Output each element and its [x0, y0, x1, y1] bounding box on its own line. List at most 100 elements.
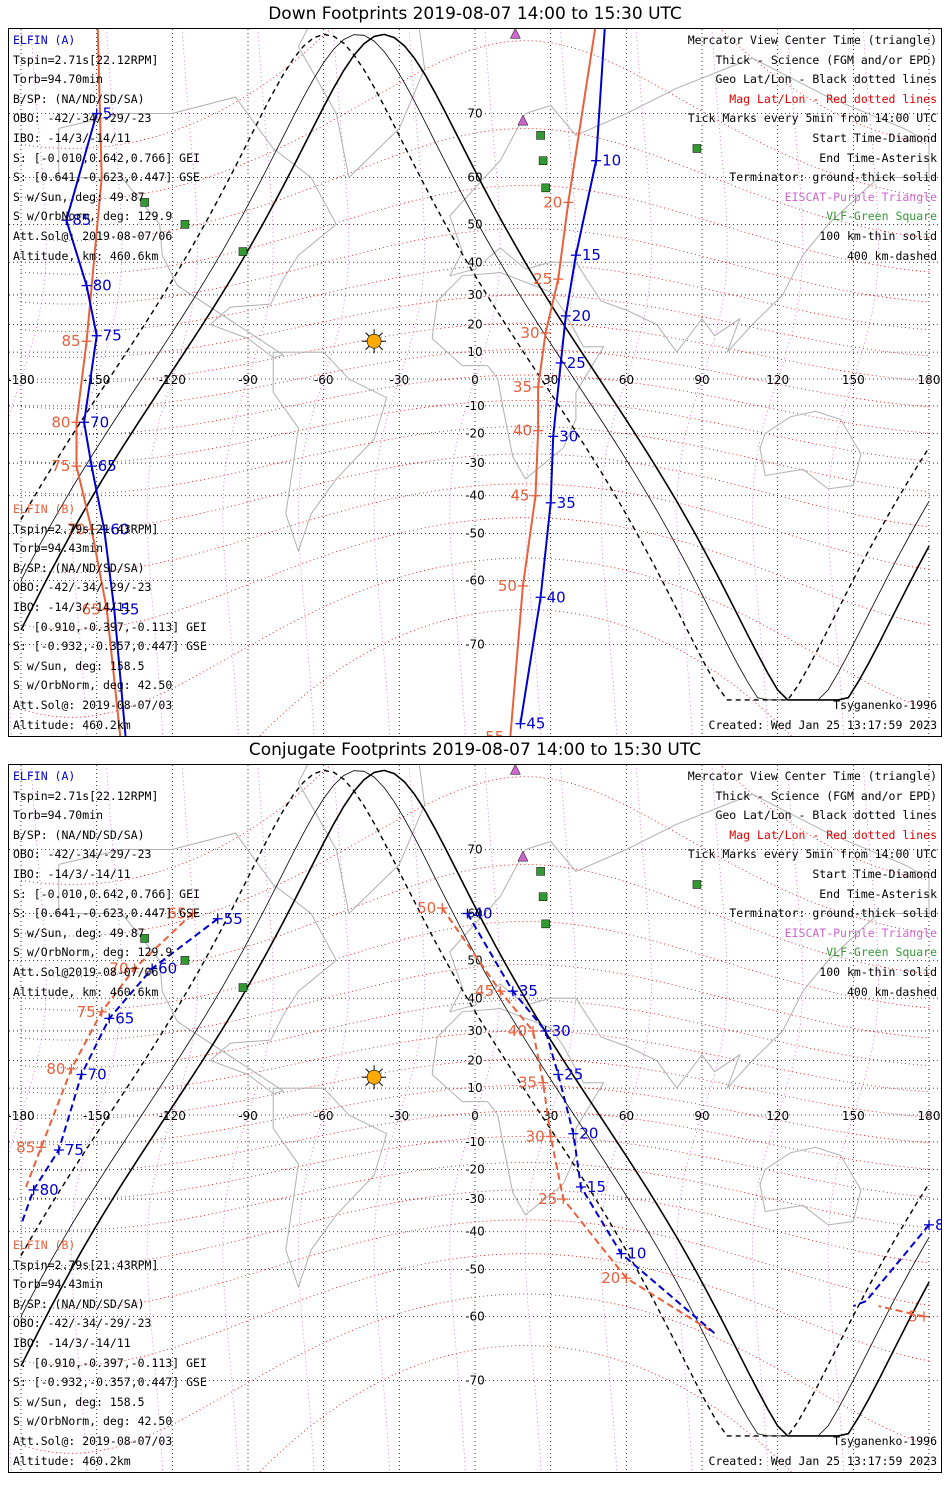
mag-parallel — [20, 40, 930, 201]
sun-ray — [378, 332, 383, 337]
track-time-label: 55 — [485, 728, 504, 736]
track-time-label: 70 — [67, 521, 86, 539]
param-line: S w/OrbNorm, deg: 42.50 — [13, 1414, 173, 1429]
terminator-400km — [20, 33, 930, 701]
lon-tick-label: -180 — [9, 373, 35, 387]
param-line: S w/Sun, deg: 49.87 — [13, 925, 145, 940]
lon-tick-label: -120 — [159, 1109, 186, 1123]
conjugate-panel-title: Conjugate Footprints 2019-08-07 14:00 to… — [248, 740, 702, 760]
param-line: S: [0.641,-0.623,0.447] GSE — [13, 906, 200, 921]
param-line: B/SP: (NA/ND/SD/SA) — [13, 827, 145, 842]
lat-tick-label: -60 — [465, 573, 485, 587]
lat-tick-label: 60 — [467, 171, 482, 185]
param-line: Torb=94.70min — [13, 808, 104, 823]
coastline — [449, 57, 930, 354]
sun-icon — [366, 1069, 382, 1085]
vlf-square-icon — [692, 880, 702, 889]
lon-tick-label: -30 — [390, 1109, 410, 1123]
legend-entry: Mercator View Center Time (triangle) — [687, 33, 937, 47]
mag-meridian — [71, 29, 123, 736]
track-time-label: 75 — [77, 1003, 96, 1021]
track-time-label: 60 — [158, 960, 177, 978]
track-time-label: 20 — [601, 1269, 620, 1287]
param-line: OBO: -42/-34/-29/-23 — [13, 1316, 152, 1331]
mag-meridian — [525, 765, 577, 1472]
mag-parallel — [259, 1345, 792, 1472]
param-line: OBO: -42/-34/-29/-23 — [13, 847, 152, 862]
elfin-a-info: ELFIN (A) Tspin=2.71s[22.12RPM] Torb=94.7… — [13, 767, 200, 1002]
mag-parallel — [20, 322, 930, 384]
mag-parallel — [20, 29, 930, 149]
track-time-label: 85 — [935, 1216, 941, 1234]
param-line: Torb=94.70min — [13, 72, 104, 87]
lat-tick-label: 70 — [467, 842, 482, 856]
lat-tick-label: 10 — [467, 345, 482, 359]
lat-tick-label: -10 — [465, 399, 485, 413]
sun-ray — [378, 345, 383, 351]
param-line: Torb=94.43min — [13, 1277, 104, 1292]
legend-entry: 100 km-thin solid — [819, 228, 937, 243]
elfin-b-track-orange — [75, 29, 122, 736]
terminator-ground — [20, 769, 930, 1437]
param-line: B/SP: (NA/ND/SD/SA) — [13, 1296, 145, 1311]
param-line: Tspin=2.79s[21.43RPM] — [13, 1257, 159, 1272]
legend-entry: Mag Lat/Lon - Red dotted lines — [729, 91, 937, 106]
param-line: IBO: -14/3/-14/11 — [13, 1335, 131, 1350]
track-time-label: 10 — [602, 152, 621, 170]
lon-tick-label: -90 — [238, 1109, 258, 1123]
lon-tick-label: -150 — [83, 1109, 110, 1123]
track-time-label: 85 — [61, 332, 80, 350]
track-time-label: 60 — [110, 521, 129, 539]
legend-entry: EISCAT-Purple Triangle — [784, 925, 937, 940]
terminator-100km — [20, 34, 930, 701]
track-time-label: 30 — [526, 1127, 545, 1145]
elfin-a-conj-track — [466, 912, 716, 1335]
coastline — [297, 765, 426, 914]
mag-meridian — [298, 765, 350, 1472]
mag-meridian — [449, 765, 501, 1472]
mag-meridian — [600, 29, 652, 736]
track-time-label: 15 — [582, 246, 601, 264]
lon-tick-label: 180 — [918, 1109, 941, 1123]
mag-meridian — [373, 765, 425, 1472]
track-time-label: 35 — [518, 1074, 537, 1092]
param-line: S: [-0.932,-0.357,0.447] GSE — [13, 639, 207, 654]
track-time-label: 70 — [109, 960, 128, 978]
track-time-label: 65 — [115, 1009, 134, 1027]
created-label: Created: Wed Jan 25 13:17:59 2023 — [708, 718, 937, 732]
track-time-label: 80 — [46, 1060, 65, 1078]
coastline — [58, 832, 337, 1095]
lon-tick-label: 0 — [471, 1109, 479, 1123]
mag-parallel — [20, 765, 930, 885]
legend-entry: 400 km-dashed — [846, 984, 937, 999]
mag-parallel — [20, 374, 930, 436]
lat-tick-label: -70 — [465, 1374, 485, 1388]
conjugate-map-canvas: -180 -150 -120 -90 -60 -30 0 30 60 90 120 150 180 70 6… — [9, 765, 941, 1472]
param-line: Torb=94.43min — [13, 541, 104, 556]
track-time-label: 35 — [557, 494, 576, 512]
param-line: S: [0.910,-0.397,-0.113] GEI — [13, 619, 207, 634]
track-time-label: 5 — [103, 104, 113, 122]
param-line: Tspin=2.71s[22.12RPM] — [13, 52, 159, 67]
param-line: IBO: -14/3/-14/11 — [13, 866, 131, 881]
conjugate-footprints-map: -180 -150 -120 -90 -60 -30 0 30 60 90 120 150 180 70 6… — [8, 764, 942, 1473]
coastline — [272, 1087, 388, 1289]
track-time-label: 5 — [908, 1307, 918, 1325]
map-legend: Mercator View Center Time (triangle) Thic… — [688, 767, 937, 1002]
mag-meridian — [752, 765, 804, 1472]
down-footprints-map: -180 -150 -120 -90 -60 -30 0 30 60 90 120 150 180 70 6… — [8, 28, 942, 737]
vlf-square-icon — [238, 983, 248, 992]
lon-tick-label: 60 — [619, 373, 634, 387]
mag-parallel — [20, 1110, 930, 1172]
param-line: OBO: -42/-34/-29/-23 — [13, 580, 152, 595]
param-line: S: [-0.010,0.642,0.766] GEI — [13, 150, 200, 165]
mag-parallel — [20, 263, 930, 332]
lon-tick-label: -90 — [238, 373, 258, 387]
sun-ray — [365, 332, 370, 337]
model-label: Tsyganenko-1996 — [833, 1434, 937, 1448]
lon-tick-label: 180 — [918, 373, 941, 387]
legend-entry: Terminator: ground-thick solid — [729, 170, 937, 185]
param-line: Tspin=2.71s[22.12RPM] — [13, 788, 159, 803]
lon-tick-label: -180 — [9, 1109, 35, 1123]
track-time-label: 45 — [526, 715, 545, 733]
